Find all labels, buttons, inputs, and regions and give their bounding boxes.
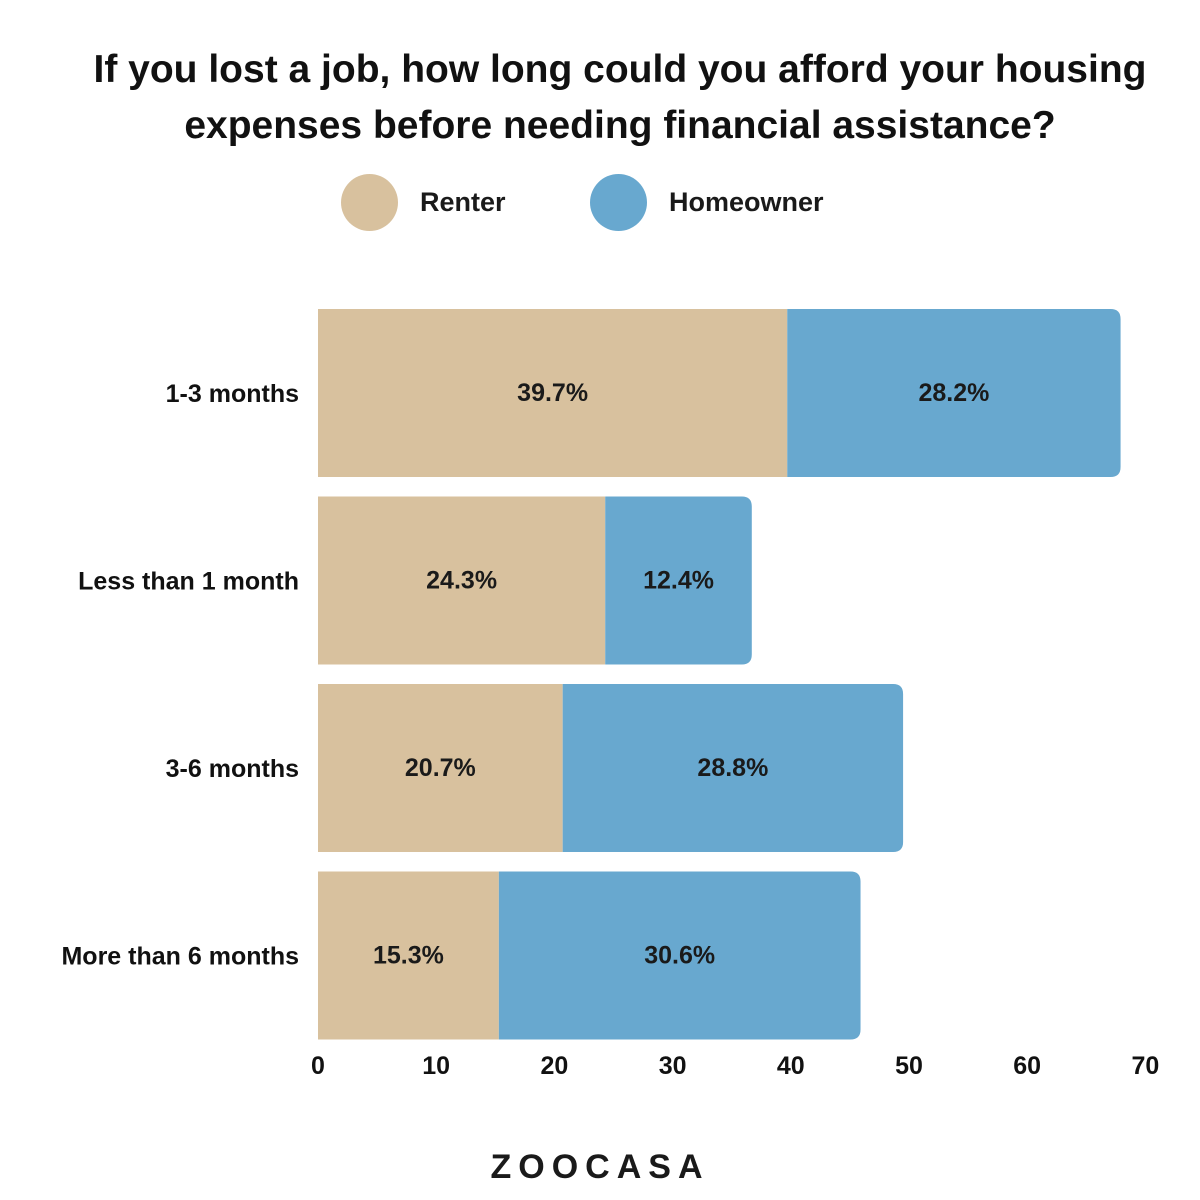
data-label: 28.8%	[697, 754, 768, 782]
data-label: 30.6%	[644, 942, 715, 970]
x-tick-label: 40	[777, 1052, 805, 1080]
x-tick-label: 60	[1013, 1052, 1041, 1080]
chart-legend: Renter Homeowner	[0, 173, 1200, 231]
x-tick-label: 0	[311, 1052, 325, 1080]
x-tick-label: 70	[1131, 1052, 1159, 1080]
data-label: 15.3%	[373, 942, 444, 970]
category-label: 1-3 months	[166, 380, 299, 408]
x-tick-label: 30	[659, 1052, 687, 1080]
bar-segment-renter	[318, 684, 563, 852]
bar-segment-homeowner	[498, 871, 861, 1040]
bar-segment-renter	[318, 871, 499, 1040]
x-tick-label: 10	[422, 1052, 450, 1080]
x-tick-label: 50	[895, 1052, 923, 1080]
bar-segment-renter	[318, 309, 788, 477]
data-label: 28.2%	[918, 379, 989, 407]
bar-segment-homeowner	[562, 684, 904, 852]
bar-segment-homeowner	[787, 309, 1121, 477]
chart-title-line-1: If you lost a job, how long could you af…	[93, 48, 1147, 91]
chart-title-line-2: expenses before needing financial assist…	[184, 104, 1056, 147]
category-label: More than 6 months	[61, 943, 299, 971]
bar-segment-homeowner	[605, 496, 752, 665]
chart-title: If you lost a job, how long could you af…	[40, 42, 1200, 154]
data-label: 39.7%	[517, 379, 588, 407]
category-label: 3-6 months	[166, 755, 299, 783]
legend-item-homeowner: Homeowner	[590, 173, 824, 231]
legend-item-renter: Renter	[341, 173, 506, 231]
bar-segment-renter	[318, 496, 606, 665]
legend-swatch-homeowner	[590, 173, 647, 231]
legend-swatch-renter	[341, 173, 398, 231]
category-label: Less than 1 month	[78, 568, 299, 596]
x-tick-label: 20	[540, 1052, 568, 1080]
legend-label-renter: Renter	[420, 186, 506, 217]
data-label: 12.4%	[643, 567, 714, 595]
data-label: 20.7%	[405, 754, 476, 782]
legend-label-homeowner: Homeowner	[669, 186, 824, 217]
data-label: 24.3%	[426, 567, 497, 595]
zoocasa-logo: ZOOCASA	[490, 1148, 710, 1186]
